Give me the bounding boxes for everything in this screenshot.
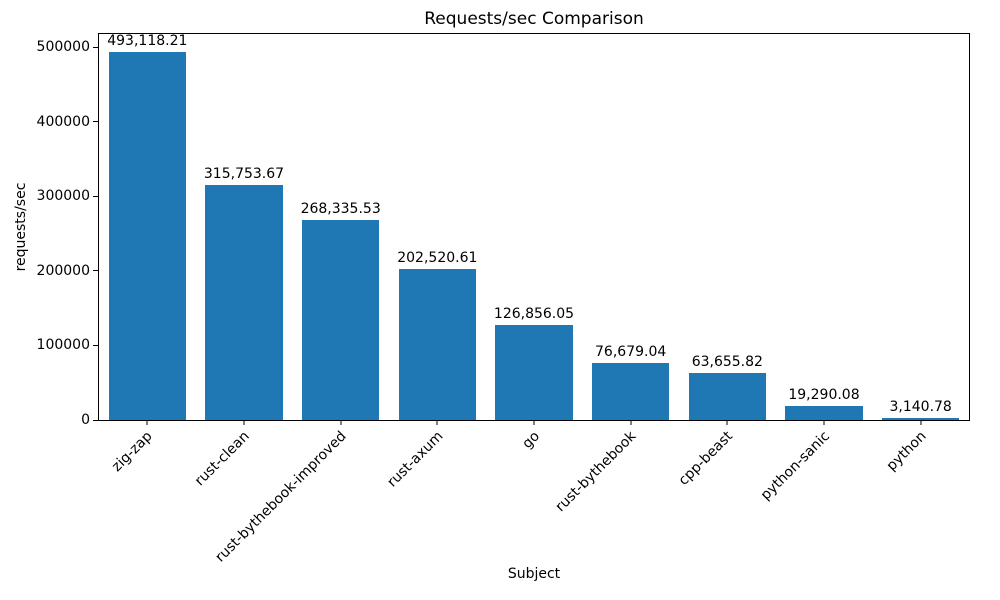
y-tick-label: 100000 xyxy=(36,337,90,354)
bar xyxy=(205,184,283,420)
bar-value-label: 3,140.78 xyxy=(889,398,952,415)
y-tick-mark xyxy=(93,121,98,123)
y-tick-mark xyxy=(93,46,98,48)
bar-value-label: 202,520.61 xyxy=(397,250,478,267)
x-tick-label: rust-axum xyxy=(383,428,446,491)
x-tick-mark xyxy=(436,420,438,425)
x-tick-mark xyxy=(340,420,342,425)
y-tick-label: 300000 xyxy=(36,188,90,205)
y-tick-mark xyxy=(93,419,98,421)
bar xyxy=(108,52,186,420)
bar-value-label: 268,335.53 xyxy=(300,200,381,217)
bar-value-label: 19,290.08 xyxy=(788,386,860,403)
bar xyxy=(302,219,380,420)
x-tick-label: go xyxy=(518,428,543,452)
x-tick-mark xyxy=(920,420,922,425)
plot-area: 0 100000 200000 300000 400000 500000 493,118.2… xyxy=(37,33,970,565)
y-tick-label: 500000 xyxy=(36,39,90,56)
bar-value-label: 126,856.05 xyxy=(493,306,575,323)
y-axis-label: requests/sec xyxy=(13,182,29,272)
x-tick-mark xyxy=(823,420,825,425)
bar xyxy=(688,372,766,420)
x-tick-mark xyxy=(726,420,728,425)
bar xyxy=(785,405,863,420)
bar xyxy=(882,417,960,420)
y-tick-label: 200000 xyxy=(36,262,90,279)
y-tick-mark xyxy=(93,270,98,272)
x-tick-label: cpp-beast xyxy=(675,428,736,489)
bar-value-label: 76,679.04 xyxy=(595,343,667,360)
y-tick-mark xyxy=(93,344,98,346)
x-axis-label: Subject xyxy=(507,566,561,582)
x-tick-label: rust-clean xyxy=(191,428,253,490)
bar xyxy=(398,269,476,420)
x-tick-mark xyxy=(243,420,245,425)
x-tick-mark xyxy=(146,420,148,425)
x-tick-label: zig-zap xyxy=(109,428,156,475)
x-tick-label: python-sanic xyxy=(757,428,833,504)
x-tick-label: python xyxy=(883,428,930,475)
bar-value-label: 315,753.67 xyxy=(203,165,285,182)
x-tick-mark xyxy=(533,420,535,425)
y-tick-label: 0 xyxy=(81,412,90,428)
x-tick-mark xyxy=(630,420,632,425)
y-tick-label: 400000 xyxy=(36,113,90,130)
bar-value-label: 63,655.82 xyxy=(691,353,763,370)
bar xyxy=(495,325,573,420)
y-tick-mark xyxy=(93,195,98,197)
bar-value-label: 493,118.21 xyxy=(107,33,188,50)
chart-title: Requests/sec Comparison xyxy=(424,9,644,29)
bar xyxy=(592,362,670,420)
x-tick-label: rust-bythebook xyxy=(552,428,640,516)
